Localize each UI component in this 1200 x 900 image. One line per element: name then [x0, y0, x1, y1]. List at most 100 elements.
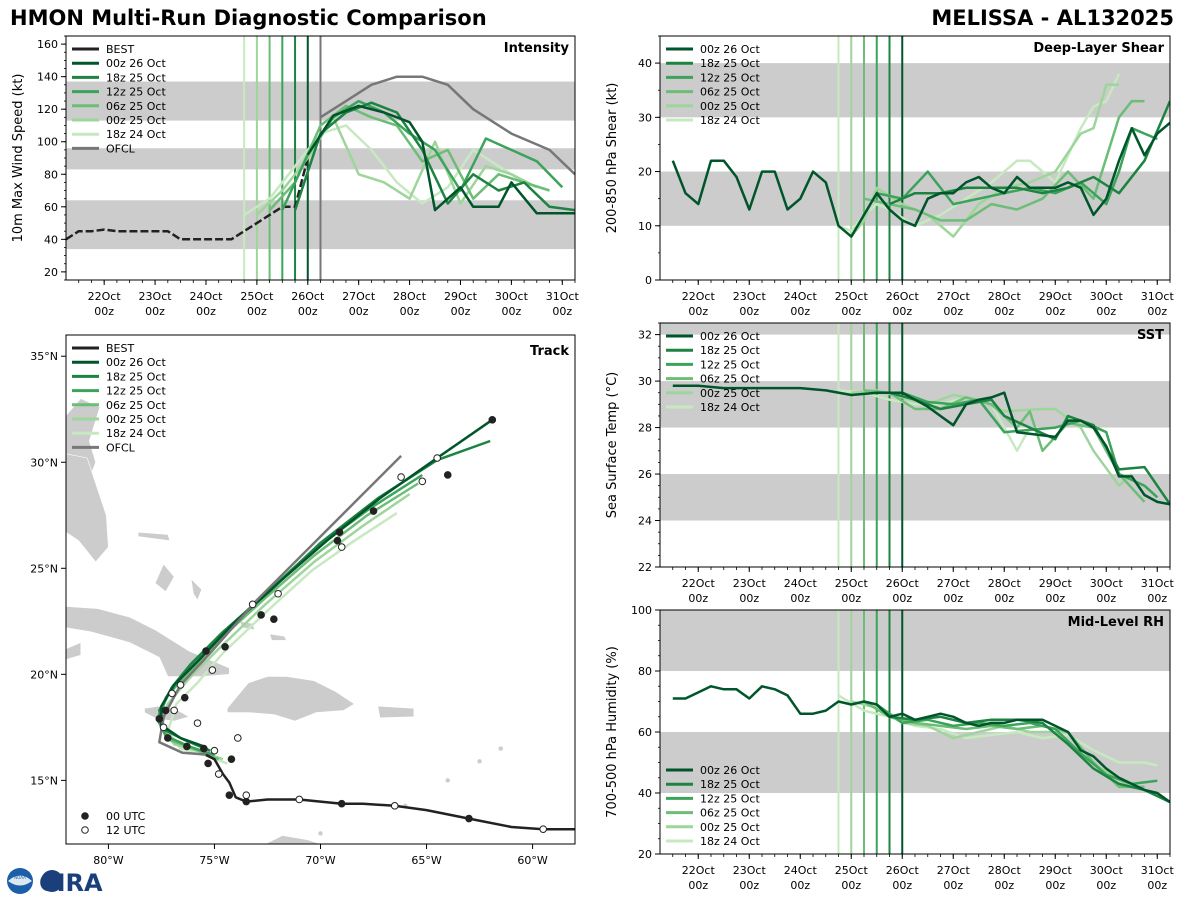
shear-xtick-label: 23Oct	[733, 290, 767, 303]
shear-xtick-label: 26Oct	[886, 290, 920, 303]
shear-ytick-label: 30	[638, 111, 652, 124]
rh-xtick-label: 30Oct	[1090, 864, 1124, 877]
shear-xtick-label: 00z	[739, 305, 759, 318]
shear-xtick-label: 24Oct	[784, 290, 818, 303]
shear-xtick-label: 00z	[994, 305, 1014, 318]
sst-xtick-label: 00z	[1045, 592, 1065, 605]
rh-panel: 20 40 60 80 100 22Oct 00z 23Oct 00z 24Oct 00z 25Oct…	[605, 604, 1174, 892]
rh-xtick-label: 24Oct	[784, 864, 818, 877]
shear-xtick-label: 00z	[943, 305, 963, 318]
track-marker-00utc	[242, 797, 251, 806]
rh-xtick-label: 00z	[1045, 879, 1065, 892]
hispaniola-land	[226, 676, 355, 722]
shear-xtick-label: 00z	[790, 305, 810, 318]
track-marker-00utc	[164, 734, 172, 742]
intensity-xtick-label: 27Oct	[342, 290, 376, 303]
sst-title: SST	[1137, 328, 1164, 343]
sst-xtick-label: 31Oct	[1141, 577, 1175, 590]
rh-xtick-label: 28Oct	[988, 864, 1022, 877]
shear-xtick-label: 30Oct	[1090, 290, 1124, 303]
shear-panel: 0 10 20 30 40 22Oct 00z 23Oct 00z 24Oct 00z 25Oct 00…	[605, 35, 1174, 318]
sst-ytick-label: 22	[638, 561, 652, 574]
intensity-panel: 20 40 60 80 100 120 140 160 22Oct 00z 23Oct 00z 24Oc…	[11, 35, 579, 318]
sst-legend-label: 00z 25 Oct	[700, 387, 760, 400]
track-marker-00utc	[202, 647, 210, 655]
intensity-xtick-label: 23Oct	[139, 290, 173, 303]
intensity-xtick-label: 00z	[247, 305, 267, 318]
intensity-legend-label: BEST	[106, 43, 134, 56]
storm-title: MELISSA - AL132025	[931, 6, 1174, 30]
track-marker-legend-label: 12 UTC	[106, 824, 146, 837]
intensity-xtick-label: 00z	[298, 305, 318, 318]
intensity-legend-label: 06z 25 Oct	[106, 100, 166, 113]
yucatan-land	[66, 642, 82, 660]
bahamas-land	[137, 531, 171, 542]
rh-xtick-label: 00z	[994, 879, 1014, 892]
shear-xtick-label: 28Oct	[988, 290, 1022, 303]
track-series-06z-25-oct	[158, 482, 419, 761]
shear-title: Deep-Layer Shear	[1033, 41, 1164, 56]
track-legend-label: 18z 25 Oct	[106, 370, 166, 383]
shear-xtick-label: 25Oct	[835, 290, 869, 303]
shear-legend-label: 06z 25 Oct	[700, 86, 760, 99]
sst-legend-label: 06z 25 Oct	[700, 373, 760, 386]
intensity-xtick-label: 00z	[501, 305, 521, 318]
lesser-antilles-land	[477, 759, 482, 764]
shear-legend-label: 18z 25 Oct	[700, 57, 760, 70]
intensity-ytick-label: 120	[37, 103, 58, 116]
rh-legend-label: 12z 25 Oct	[700, 792, 760, 805]
track-lon-label: 80°W	[93, 854, 123, 867]
shear-series-18z-25-oct	[889, 100, 1170, 206]
sst-xtick-label: 23Oct	[733, 577, 767, 590]
track-marker-12utc	[233, 734, 242, 742]
rh-ytick-label: 20	[638, 848, 652, 861]
track-lon-label: 75°W	[199, 854, 229, 867]
track-marker-00utc	[180, 693, 189, 702]
sst-xtick-label: 00z	[739, 592, 759, 605]
sst-xtick-label: 29Oct	[1039, 577, 1073, 590]
intensity-legend-label: 00z 26 Oct	[106, 57, 166, 70]
intensity-legend-label: 12z 25 Oct	[106, 86, 166, 99]
bahamas-land	[269, 633, 288, 641]
track-marker-00utc	[227, 755, 236, 763]
intensity-xtick-label: 00z	[349, 305, 369, 318]
track-title: Track	[530, 344, 569, 359]
intensity-xtick-label: 26Oct	[291, 290, 325, 303]
rh-xtick-label: 00z	[790, 879, 810, 892]
intensity-series-best	[66, 157, 310, 241]
rh-legend-label: 18z 25 Oct	[700, 778, 760, 791]
sst-ytick-label: 30	[638, 375, 652, 388]
track-lon-label: 70°W	[305, 854, 335, 867]
track-legend-label: 18z 24 Oct	[106, 427, 166, 440]
intensity-xtick-label: 22Oct	[88, 290, 122, 303]
rh-ytick-label: 100	[631, 604, 652, 617]
sst-xtick-label: 00z	[688, 592, 708, 605]
shear-xtick-label: 22Oct	[682, 290, 716, 303]
shear-xtick-label: 00z	[1045, 305, 1065, 318]
track-lon-label: 65°W	[411, 854, 441, 867]
track-lat-label: 25°N	[30, 562, 58, 575]
intensity-xtick-label: 00z	[552, 305, 572, 318]
sst-xtick-label: 00z	[943, 592, 963, 605]
rh-xtick-label: 27Oct	[937, 864, 971, 877]
shear-ytick-label: 0	[645, 274, 652, 287]
sst-ytick-label: 32	[638, 329, 652, 342]
track-marker-00utc	[225, 791, 234, 800]
track-series-ofcl	[158, 455, 402, 757]
track-marker-00utc	[335, 528, 344, 537]
sst-xtick-label: 24Oct	[784, 577, 818, 590]
shear-legend-label: 18z 24 Oct	[700, 114, 760, 127]
shear-series-06z-25-oct	[863, 99, 1145, 222]
sst-band	[660, 323, 1170, 335]
florida-keys-land	[66, 453, 109, 563]
sst-ytick-label: 28	[638, 422, 652, 435]
track-marker-12utc	[208, 666, 217, 674]
intensity-xtick-label: 00z	[145, 305, 165, 318]
track-marker-legend-symbol	[81, 812, 89, 820]
rh-band	[660, 610, 1170, 671]
track-marker-00utc	[337, 799, 346, 808]
intensity-xtick-label: 24Oct	[189, 290, 223, 303]
shear-legend-label: 00z 25 Oct	[700, 100, 760, 113]
